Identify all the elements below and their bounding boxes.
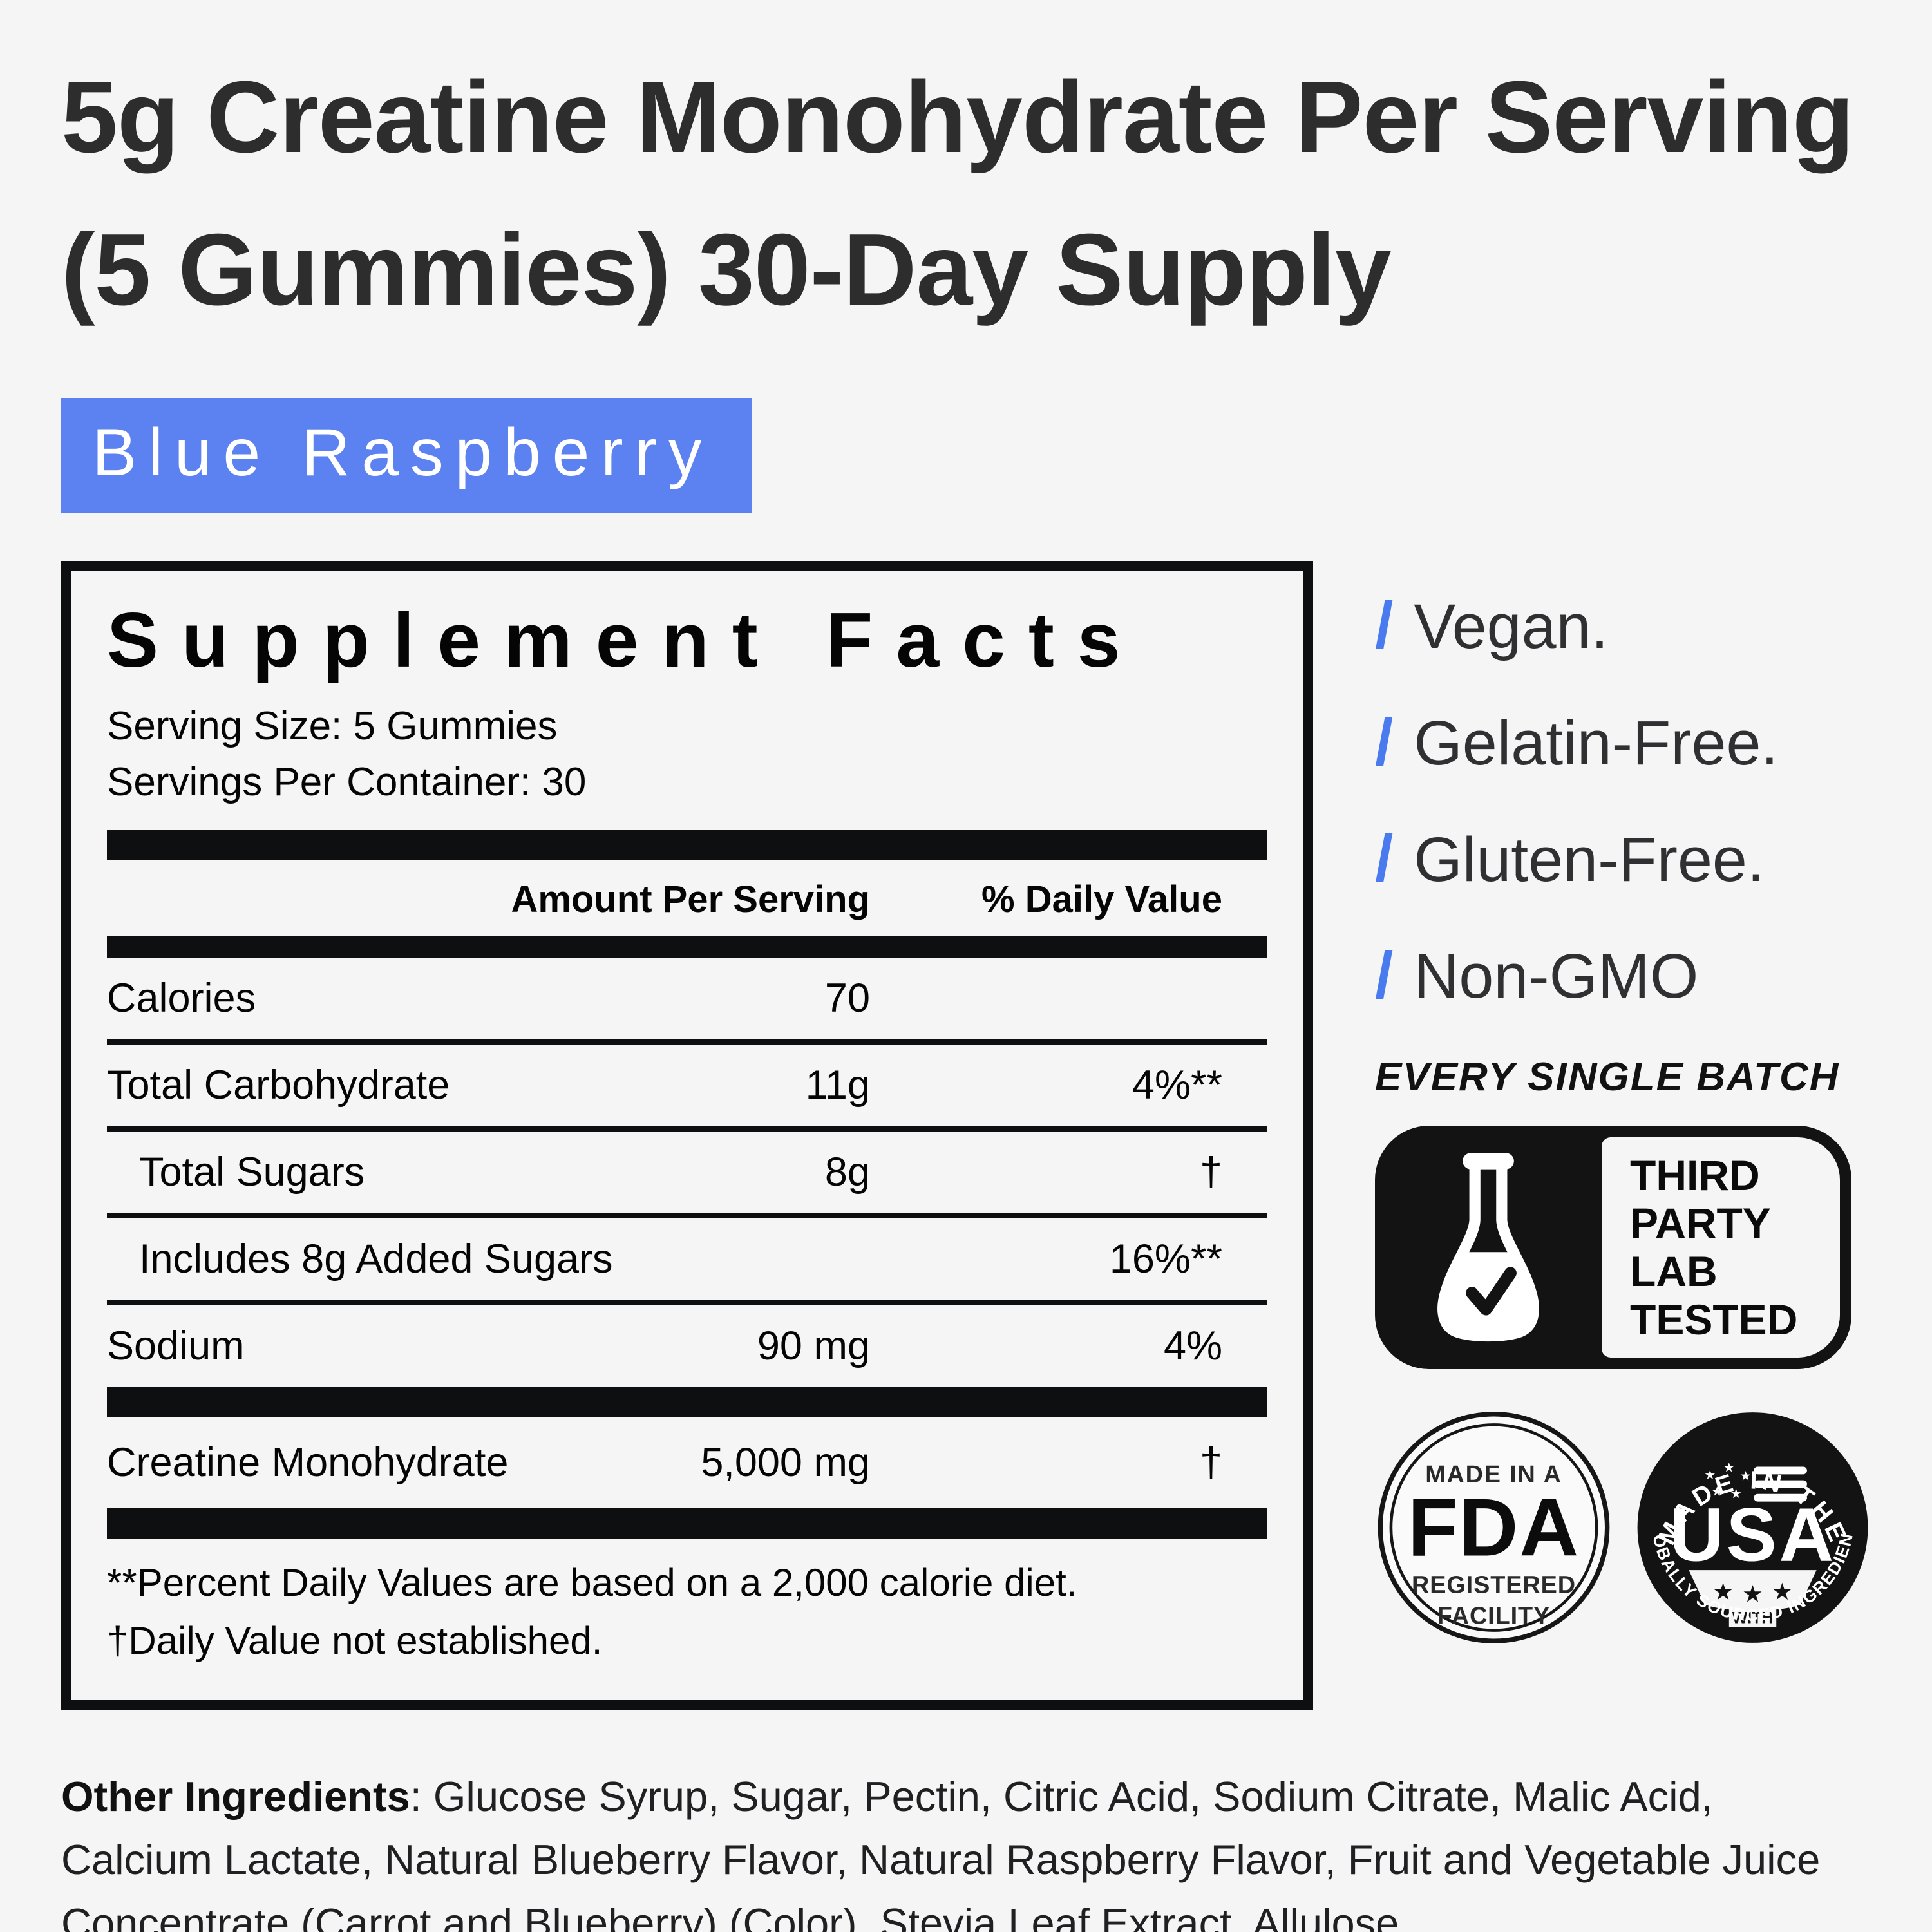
slash-icon: /	[1375, 705, 1394, 779]
row-divider	[107, 1038, 1267, 1045]
row-daily: 16%**	[1109, 1236, 1222, 1282]
supplement-facts-panel: Supplement Facts Serving Size: 5 Gummies…	[61, 561, 1313, 1710]
daily-value-footnote: **Percent Daily Values are based on a 2,…	[107, 1554, 1267, 1670]
servings-per-container: Servings Per Container: 30	[107, 759, 587, 804]
row-name: Calories	[107, 975, 256, 1021]
flavor-badge: Blue Raspberry	[61, 398, 752, 513]
row-amount: 90 mg	[757, 1323, 870, 1368]
thick-bar	[107, 1386, 1267, 1417]
usa-flag-graphic: ★ ★ ★ ★ ★	[1704, 1461, 1807, 1502]
serving-size: Serving Size: 5 Gummies	[107, 704, 558, 748]
fda-big-text: FDA	[1408, 1481, 1580, 1573]
fda-facility-text: FACILITY	[1437, 1602, 1550, 1629]
slash-icon: /	[1375, 938, 1394, 1012]
every-single-batch-label: EVERY SINGLE BATCH	[1375, 1055, 1840, 1099]
table-row-creatine-monohydrate: Creatine Monohydrate 5,000 mg †	[107, 1417, 1267, 1508]
feature-non-gmo: / Non-GMO	[1375, 938, 1871, 1013]
row-name: Includes 8g Added Sugars	[139, 1236, 613, 1282]
thick-bar	[107, 936, 1267, 958]
usa-with-text: WITH	[1732, 1610, 1773, 1627]
other-ingredients-paragraph: Other Ingredients: Glucose Syrup, Sugar,…	[61, 1765, 1871, 1932]
column-header-daily-value: % Daily Value	[981, 878, 1222, 920]
column-header-amount: Amount Per Serving	[511, 878, 870, 920]
svg-text:★: ★	[1772, 1578, 1793, 1605]
right-column: / Vegan. / Gelatin-Free. / Gluten-Free. …	[1375, 561, 1871, 1653]
flask-check-icon	[1375, 1126, 1602, 1369]
thick-bar	[107, 1507, 1267, 1539]
row-daily: 4%**	[1132, 1062, 1222, 1108]
table-row-total-carbohydrate: Total Carbohydrate 11g 4%**	[107, 1045, 1267, 1126]
table-row-total-sugars: Total Sugars 8g †	[107, 1132, 1267, 1213]
row-divider	[107, 1125, 1267, 1132]
footnote-line-1: **Percent Daily Values are based on a 2,…	[107, 1560, 1077, 1604]
lab-tested-line: PARTY	[1630, 1199, 1771, 1247]
made-in-usa-badge-icon: MADE IN THE ★ ★ ★ ★ ★ USA	[1634, 1403, 1868, 1643]
svg-text:★: ★	[1711, 1484, 1723, 1499]
row-divider	[107, 1299, 1267, 1305]
lab-tested-text-panel: THIRD PARTY LAB TESTED	[1602, 1137, 1840, 1358]
feature-label: Non-GMO	[1414, 941, 1699, 1011]
other-ingredients-text: : Glucose Syrup, Sugar, Pectin, Citric A…	[61, 1772, 1821, 1932]
svg-text:★: ★	[1704, 1468, 1716, 1482]
thick-bar	[107, 829, 1267, 860]
lab-tested-line: TESTED	[1630, 1295, 1798, 1343]
fda-registered-facility-badge-icon: MADE IN A FDA REGISTERED FACILITY	[1378, 1412, 1610, 1643]
row-name: Sodium	[107, 1323, 245, 1368]
feature-label: Vegan.	[1414, 591, 1609, 661]
lab-tested-line: THIRD	[1630, 1151, 1760, 1199]
footnote-line-2: †Daily Value not established.	[107, 1618, 603, 1662]
feature-label: Gluten-Free.	[1414, 824, 1765, 895]
row-name: Total Sugars	[139, 1149, 365, 1195]
row-divider	[107, 1212, 1267, 1218]
row-name: Creatine Monohydrate	[107, 1439, 509, 1485]
row-amount: 8g	[824, 1149, 870, 1195]
row-daily: †	[1199, 1439, 1222, 1485]
svg-text:★: ★	[1723, 1461, 1735, 1475]
feature-gluten-free: / Gluten-Free.	[1375, 821, 1871, 896]
fda-registered-text: REGISTERED	[1412, 1571, 1576, 1598]
slash-icon: /	[1375, 589, 1394, 662]
third-party-lab-tested-badge: THIRD PARTY LAB TESTED	[1375, 1126, 1852, 1369]
other-ingredients-label: Other Ingredients	[61, 1772, 410, 1820]
svg-text:★: ★	[1742, 1581, 1763, 1607]
certification-badges: MADE IN A FDA REGISTERED FACILITY MADE I…	[1375, 1403, 1871, 1653]
page-title: 5g Creatine Monohydrate Per Serving (5 G…	[61, 41, 1871, 346]
row-daily: 4%	[1163, 1323, 1222, 1368]
lab-tested-line: LAB	[1630, 1247, 1718, 1295]
usa-bowl-graphic: ★ ★ ★ WITH	[1689, 1570, 1817, 1627]
row-amount: 11g	[805, 1062, 870, 1108]
row-amount: 5,000 mg	[701, 1439, 870, 1485]
fda-top-text: MADE IN A	[1425, 1461, 1562, 1488]
slash-icon: /	[1375, 822, 1394, 895]
feature-label: Gelatin-Free.	[1414, 708, 1779, 778]
table-row-added-sugars: Includes 8g Added Sugars 16%**	[107, 1218, 1267, 1300]
row-name: Total Carbohydrate	[107, 1062, 450, 1108]
feature-vegan: / Vegan.	[1375, 588, 1871, 663]
row-amount: 70	[824, 975, 870, 1021]
feature-gelatin-free: / Gelatin-Free.	[1375, 705, 1871, 780]
page-title-line-1: 5g Creatine Monohydrate Per Serving	[61, 61, 1854, 174]
table-header-row: Amount Per Serving % Daily Value	[107, 860, 1267, 936]
main-content: Supplement Facts Serving Size: 5 Gummies…	[61, 561, 1871, 1710]
svg-text:★: ★	[1739, 1470, 1751, 1484]
table-row-calories: Calories 70	[107, 958, 1267, 1039]
usa-big-text: USA	[1669, 1492, 1836, 1577]
svg-text:★: ★	[1730, 1487, 1742, 1501]
row-daily: †	[1199, 1149, 1222, 1195]
table-row-sodium: Sodium 90 mg 4%	[107, 1305, 1267, 1387]
supplement-facts-heading: Supplement Facts	[107, 597, 1144, 683]
page-title-line-2: (5 Gummies) 30-Day Supply	[61, 213, 1392, 327]
svg-text:★: ★	[1712, 1578, 1734, 1605]
